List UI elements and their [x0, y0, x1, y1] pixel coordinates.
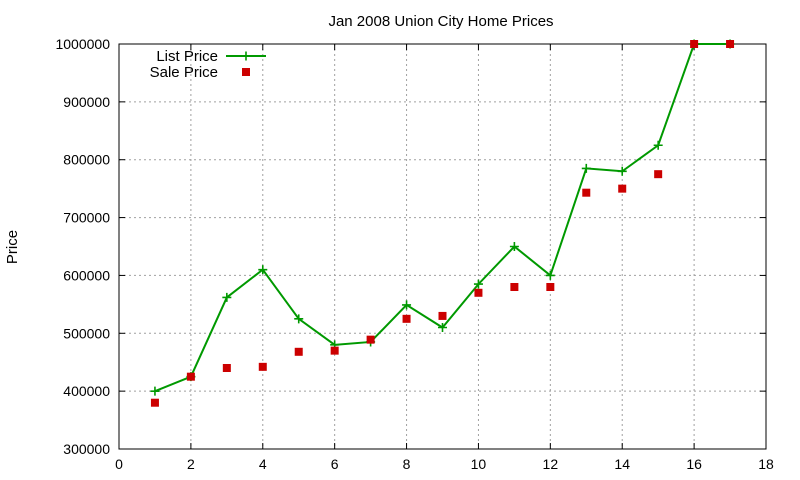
list-price-point [473, 279, 483, 289]
grid [119, 44, 766, 449]
sale-price-point [150, 398, 159, 407]
y-tick-label: 700000 [63, 210, 110, 226]
plot-frame [118, 43, 767, 450]
series-sale-price [150, 40, 735, 407]
list-price-point [402, 300, 412, 310]
series-list-price [150, 39, 735, 396]
sale-price-point [582, 188, 591, 197]
x-tick-label: 16 [686, 456, 702, 472]
y-tick-label: 400000 [63, 383, 110, 399]
y-axis-label: Price [4, 230, 21, 264]
sale-price-point [474, 288, 483, 297]
x-tick-label: 4 [259, 456, 267, 472]
sale-price-point [618, 184, 627, 193]
y-tick-label: 1000000 [55, 36, 110, 52]
sale-price-point [690, 40, 699, 48]
sale-price-point [546, 283, 555, 291]
sale-price-point [654, 170, 663, 179]
x-tick-label: 14 [614, 456, 630, 472]
sale-price-point [402, 314, 411, 323]
axis-ticks: 0 2 4 6 8 10 12 14 16 18 300000 400000 500000 600000 7… [55, 36, 774, 472]
x-tick-label: 2 [187, 456, 195, 472]
y-tick-label: 800000 [63, 152, 110, 168]
x-tick-label: 8 [403, 456, 411, 472]
x-tick-label: 6 [331, 456, 339, 472]
y-tick-label: 300000 [63, 441, 110, 457]
chart-title: Jan 2008 Union City Home Prices [328, 13, 553, 30]
sale-price-point [510, 283, 519, 291]
sale-price-point [330, 346, 339, 355]
sale-price-point [222, 364, 231, 372]
sale-price-point [258, 362, 267, 371]
list-price-point [438, 323, 447, 332]
list-price-point [294, 314, 304, 324]
list-price-point [581, 163, 591, 173]
series [150, 39, 735, 407]
x-tick-label: 18 [758, 456, 774, 472]
list-price-point [222, 292, 232, 302]
list-price-point [653, 140, 663, 150]
y-tick-label: 600000 [63, 267, 110, 283]
list-price-point [545, 270, 555, 280]
list-price-point [150, 386, 160, 396]
list-price-point [258, 265, 268, 275]
list-price-point [617, 166, 627, 176]
list-price-line [154, 43, 731, 393]
y-tick-label: 500000 [63, 325, 110, 341]
legend-label: List Price [156, 48, 218, 65]
x-tick-label: 0 [115, 456, 123, 472]
legend-label: Sale Price [150, 64, 218, 81]
sale-price-point [294, 347, 303, 356]
x-tick-label: 10 [471, 456, 487, 472]
sale-price-point [726, 40, 735, 48]
sale-price-point [366, 335, 375, 344]
legend-plus-marker [241, 51, 251, 61]
list-price-point [509, 242, 519, 251]
sale-price-point [186, 372, 195, 381]
sale-price-point [438, 311, 447, 320]
legend-square-marker [242, 68, 250, 76]
x-tick-label: 12 [543, 456, 559, 472]
y-tick-label: 900000 [63, 94, 110, 110]
